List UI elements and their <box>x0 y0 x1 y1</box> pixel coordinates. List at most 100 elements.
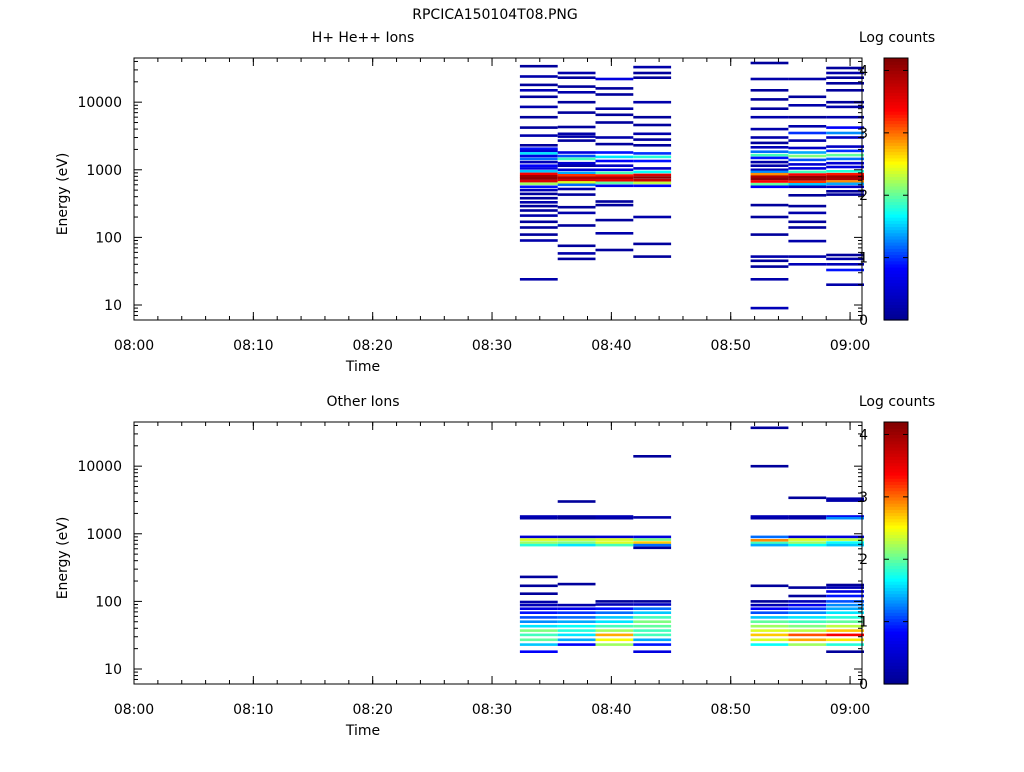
panel-title: Other Ions <box>326 394 399 410</box>
colorbar-segment <box>884 446 908 451</box>
x-tick-label: 08:30 <box>472 338 512 354</box>
colorbar-segment <box>884 456 908 461</box>
x-tick-label: 08:00 <box>114 338 154 354</box>
heatmap-cell <box>557 500 596 503</box>
heatmap-cell <box>826 616 864 619</box>
heatmap-cell <box>557 643 596 646</box>
heatmap-cell <box>633 543 672 547</box>
heatmap-cell <box>788 125 827 128</box>
colorbar-segment <box>884 590 908 595</box>
heatmap-cell <box>557 171 596 175</box>
colorbar-segment <box>884 257 908 262</box>
colorbar: 0 1 2 3 4 Log counts <box>859 394 935 693</box>
heatmap-cell <box>519 188 558 192</box>
colorbar-segment <box>884 251 908 256</box>
colorbar-segment <box>884 543 908 548</box>
heatmap-cell <box>788 185 827 189</box>
colorbar-segment <box>884 581 908 585</box>
colorbar-tick-label: 4 <box>859 63 868 79</box>
heatmap-cell <box>788 263 827 266</box>
heatmap-cell <box>826 590 864 593</box>
colorbar-segment <box>884 111 908 115</box>
heatmap-cell <box>750 77 789 81</box>
heatmap-cell <box>750 306 789 310</box>
heatmap-cell <box>519 64 558 68</box>
colorbar-segment <box>884 192 908 196</box>
y-tick-label: 10000 <box>77 95 122 111</box>
heatmap-cell <box>595 168 634 172</box>
heatmap-cell <box>826 268 864 272</box>
heatmap-cell <box>750 633 789 637</box>
heatmap-cell <box>788 204 827 208</box>
heatmap-cell <box>557 125 596 129</box>
colorbar-segment <box>884 213 908 218</box>
heatmap-cell <box>595 629 634 632</box>
plot-frame <box>133 57 863 321</box>
heatmap-cell <box>595 607 634 610</box>
heatmap-cell <box>557 224 596 227</box>
heatmap-cell <box>633 629 672 632</box>
heatmap-cell <box>750 177 789 181</box>
heatmap-cell <box>595 93 634 96</box>
heatmap-cell <box>826 193 864 196</box>
heatmap-cell <box>826 170 864 173</box>
colorbar-segment <box>884 185 908 190</box>
heatmap-cell <box>633 541 672 544</box>
heatmap-cell <box>519 535 558 539</box>
heatmap-cell <box>595 624 634 628</box>
heatmap-cell <box>519 638 558 642</box>
heatmap-cell <box>595 603 634 606</box>
colorbar-segment <box>884 612 908 616</box>
heatmap-cell <box>557 91 596 94</box>
heatmap-cell <box>788 643 827 646</box>
heatmap-cell <box>557 168 596 172</box>
heatmap-cell <box>633 620 672 623</box>
colorbar-segment <box>884 531 908 535</box>
heatmap-cell <box>557 616 596 619</box>
colorbar-segment <box>884 659 908 663</box>
heatmap-cell <box>519 650 558 653</box>
heatmap-cell <box>557 244 596 248</box>
heatmap-cell <box>595 113 634 117</box>
colorbar-segment <box>884 528 908 532</box>
heatmap-cell <box>788 496 827 500</box>
colorbar-segment <box>884 665 908 670</box>
heatmap-cell <box>519 226 558 229</box>
colorbar-segment <box>884 64 908 68</box>
colorbar-segment <box>884 546 908 551</box>
colorbar-segment <box>884 518 908 523</box>
colorbar-segment <box>884 310 908 315</box>
colorbar-segment <box>884 677 908 682</box>
colorbar-segment <box>884 266 908 271</box>
heatmap-cell <box>750 259 789 263</box>
heatmap-cell <box>519 115 558 119</box>
heatmap-cell <box>633 170 672 174</box>
colorbar-segment <box>884 553 908 557</box>
heatmap-cell <box>595 200 634 203</box>
heatmap-cell <box>826 157 864 161</box>
heatmap-cell <box>633 650 672 653</box>
heatmap-cell <box>788 139 827 142</box>
heatmap-cell <box>750 180 789 183</box>
heatmap-cell <box>633 71 672 75</box>
colorbar-tick-label: 4 <box>859 427 868 443</box>
heatmap-cell <box>750 233 789 236</box>
y-axis-label: Energy (eV) <box>55 517 71 600</box>
colorbar-segment <box>884 468 908 473</box>
colorbar-segment <box>884 521 908 526</box>
heatmap-cell <box>519 624 558 628</box>
heatmap-cell <box>788 167 827 170</box>
colorbar-segment <box>884 307 908 312</box>
heatmap-cell <box>826 175 864 178</box>
colorbar-segment <box>884 496 908 501</box>
heatmap-cell <box>519 541 558 544</box>
heatmap-cell <box>633 633 672 637</box>
heatmap-cell <box>750 600 789 603</box>
heatmap-cell <box>595 538 634 541</box>
colorbar-segment <box>884 148 908 153</box>
heatmap-cell <box>519 204 558 208</box>
colorbar-segment <box>884 195 908 199</box>
heatmap-cell <box>788 616 827 619</box>
heatmap-cell <box>788 611 827 614</box>
